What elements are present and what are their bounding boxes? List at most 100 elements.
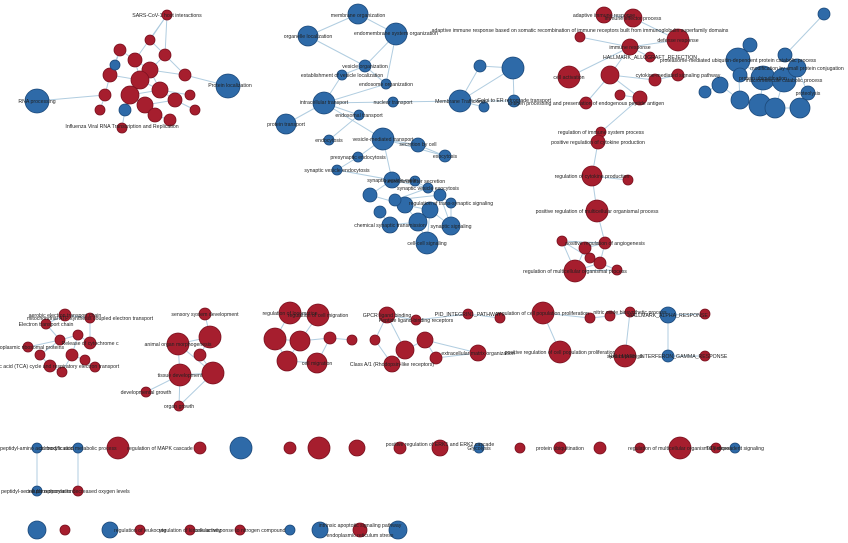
network-node[interactable]: [393, 441, 407, 455]
network-node[interactable]: [421, 201, 439, 219]
network-node[interactable]: [276, 350, 298, 372]
network-node[interactable]: [229, 436, 253, 460]
network-node[interactable]: [362, 187, 378, 203]
network-node[interactable]: [507, 94, 521, 108]
network-node[interactable]: [83, 336, 97, 350]
network-node[interactable]: [346, 334, 358, 346]
network-node[interactable]: [698, 85, 712, 99]
network-node[interactable]: [699, 350, 711, 362]
network-node[interactable]: [604, 310, 616, 322]
network-node[interactable]: [116, 122, 128, 134]
network-node[interactable]: [383, 171, 401, 189]
network-node[interactable]: [584, 312, 596, 324]
network-node[interactable]: [621, 38, 639, 56]
network-node[interactable]: [478, 101, 490, 113]
network-node[interactable]: [380, 78, 392, 90]
network-node[interactable]: [384, 22, 408, 46]
network-node[interactable]: [198, 307, 212, 321]
network-node[interactable]: [422, 182, 434, 194]
network-node[interactable]: [623, 8, 643, 28]
network-node[interactable]: [184, 89, 196, 101]
network-node[interactable]: [415, 231, 439, 255]
network-node[interactable]: [388, 193, 402, 207]
network-node[interactable]: [644, 51, 656, 63]
network-node[interactable]: [614, 89, 626, 101]
network-node[interactable]: [711, 76, 729, 94]
network-node[interactable]: [79, 354, 91, 366]
network-node[interactable]: [634, 442, 646, 454]
network-node[interactable]: [151, 81, 169, 99]
network-node[interactable]: [729, 442, 741, 454]
network-node[interactable]: [306, 352, 328, 374]
network-node[interactable]: [173, 400, 185, 412]
network-node[interactable]: [158, 48, 172, 62]
network-node[interactable]: [263, 327, 287, 351]
network-node[interactable]: [275, 113, 297, 135]
network-node[interactable]: [590, 134, 606, 150]
network-node[interactable]: [381, 216, 399, 234]
network-node[interactable]: [118, 103, 132, 117]
network-node[interactable]: [371, 127, 395, 151]
network-node[interactable]: [353, 109, 365, 121]
network-node[interactable]: [800, 85, 816, 101]
network-node[interactable]: [24, 88, 50, 114]
network-node[interactable]: [193, 348, 207, 362]
network-node[interactable]: [323, 331, 337, 345]
network-node[interactable]: [600, 65, 620, 85]
network-node[interactable]: [593, 441, 607, 455]
network-node[interactable]: [473, 59, 487, 73]
network-node[interactable]: [58, 308, 72, 322]
network-node[interactable]: [22, 341, 34, 353]
network-node[interactable]: [448, 89, 472, 113]
network-node[interactable]: [548, 340, 572, 364]
network-node[interactable]: [661, 349, 675, 363]
network-node[interactable]: [84, 312, 96, 324]
network-node[interactable]: [473, 442, 485, 454]
network-node[interactable]: [31, 485, 43, 497]
network-node[interactable]: [585, 199, 609, 223]
network-node[interactable]: [102, 67, 118, 83]
network-node[interactable]: [445, 197, 457, 209]
network-node[interactable]: [563, 259, 587, 283]
network-node[interactable]: [289, 330, 311, 352]
network-node[interactable]: [130, 70, 150, 90]
network-node[interactable]: [198, 325, 222, 349]
network-node[interactable]: [416, 331, 434, 349]
network-node[interactable]: [777, 47, 793, 63]
network-node[interactable]: [234, 524, 246, 536]
network-node[interactable]: [598, 236, 612, 250]
network-node[interactable]: [311, 521, 329, 539]
network-node[interactable]: [34, 349, 46, 361]
network-node[interactable]: [144, 34, 156, 46]
network-node[interactable]: [578, 241, 592, 255]
network-node[interactable]: [331, 164, 343, 176]
network-node[interactable]: [215, 73, 241, 99]
network-node[interactable]: [184, 524, 196, 536]
network-node[interactable]: [89, 361, 101, 373]
network-node[interactable]: [408, 212, 428, 232]
network-node[interactable]: [611, 264, 623, 276]
network-node[interactable]: [429, 351, 443, 365]
network-node[interactable]: [166, 332, 190, 356]
network-node[interactable]: [595, 6, 613, 24]
network-node[interactable]: [395, 340, 415, 360]
network-node[interactable]: [352, 151, 364, 163]
network-node[interactable]: [193, 441, 207, 455]
network-node[interactable]: [699, 308, 711, 320]
network-node[interactable]: [710, 442, 722, 454]
network-node[interactable]: [161, 9, 173, 21]
network-node[interactable]: [307, 436, 331, 460]
network-node[interactable]: [109, 59, 121, 71]
network-node[interactable]: [31, 442, 43, 454]
network-node[interactable]: [388, 520, 408, 540]
network-node[interactable]: [336, 69, 348, 81]
network-node[interactable]: [127, 52, 143, 68]
network-node[interactable]: [469, 344, 487, 362]
network-node[interactable]: [593, 256, 607, 270]
network-node[interactable]: [410, 137, 426, 153]
network-node[interactable]: [297, 25, 319, 47]
network-node[interactable]: [632, 90, 648, 106]
network-node[interactable]: [624, 306, 636, 318]
network-node[interactable]: [54, 334, 66, 346]
network-node[interactable]: [789, 97, 811, 119]
